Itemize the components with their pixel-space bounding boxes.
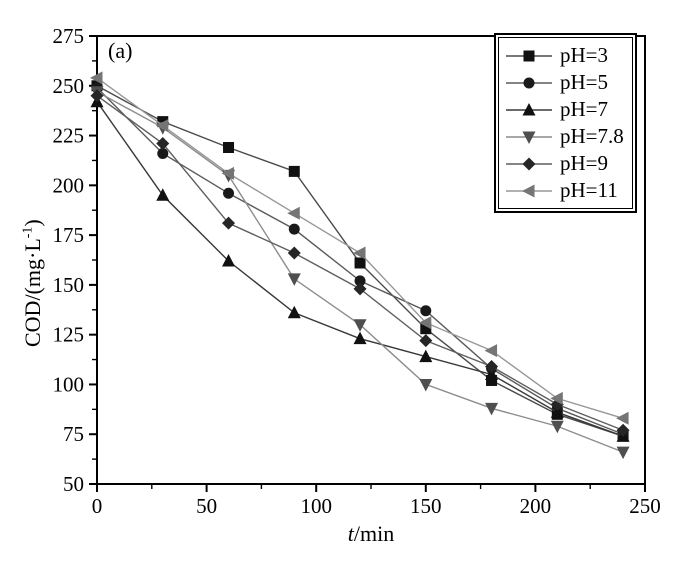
data-point-marker [287, 206, 300, 220]
x-tick-label: 0 [92, 494, 103, 518]
data-point-marker [157, 147, 169, 159]
legend-box: pH=3 pH=5 pH=7 pH=7.8 pH=9 pH=11 [494, 33, 637, 213]
data-point-marker [223, 187, 235, 199]
data-point-marker [522, 184, 535, 197]
y-axis-title-sup: -1 [20, 226, 36, 239]
y-tick-label: 75 [63, 422, 84, 446]
legend-item: pH=7.8 [505, 123, 624, 150]
data-point-marker [486, 374, 498, 386]
y-tick-label: 250 [53, 74, 85, 98]
data-point-marker [156, 137, 170, 151]
legend-item: pH=7 [505, 96, 624, 123]
data-point-marker [522, 102, 536, 115]
y-axis-title: COD/(mg·L-1) [20, 219, 46, 347]
data-point-marker [418, 316, 432, 330]
y-tick-label: 200 [53, 173, 85, 197]
data-point-marker [222, 253, 236, 267]
y-tick-label: 50 [63, 472, 84, 496]
data-point-marker [223, 142, 235, 154]
data-point-marker [419, 334, 433, 348]
legend-marker-icon [506, 77, 552, 88]
data-point-marker [420, 323, 432, 335]
data-point-marker [90, 89, 104, 103]
data-point-marker [353, 319, 367, 332]
series-pH=7 [90, 94, 630, 442]
data-point-marker [288, 165, 300, 177]
x-tick-label: 250 [629, 494, 661, 518]
data-point-marker [353, 331, 367, 345]
x-tick-label: 200 [520, 494, 552, 518]
x-tick-label: 50 [196, 494, 217, 518]
data-point-marker [288, 223, 300, 235]
data-point-marker [221, 166, 235, 180]
panel-label: (a) [108, 38, 133, 63]
legend-marker-icon [506, 184, 552, 197]
data-point-marker [157, 116, 169, 128]
data-point-marker [420, 305, 432, 317]
series-pH=7.8 [90, 86, 630, 460]
y-tick-label: 100 [53, 372, 85, 396]
legend-marker-icon [506, 50, 552, 61]
y-tick-label: 175 [53, 223, 85, 247]
data-point-marker [484, 344, 498, 358]
legend-inner: pH=3 pH=5 pH=7 pH=7.8 pH=9 pH=11 [498, 37, 633, 209]
data-point-marker [550, 391, 563, 405]
data-point-marker [550, 405, 564, 418]
x-axis-title: t/min [0, 521, 677, 547]
data-point-marker [156, 188, 170, 201]
data-point-marker [522, 157, 536, 170]
legend-item: pH=11 [505, 177, 624, 204]
legend-item-label: pH=7 [560, 97, 609, 121]
legend-marker-icon [506, 157, 552, 170]
data-point-marker [616, 411, 629, 425]
y-tick-label: 125 [53, 323, 85, 347]
data-point-marker [353, 246, 366, 260]
x-axis-title-rest: /min [353, 521, 395, 546]
data-point-marker [287, 246, 301, 260]
data-point-marker [550, 420, 564, 434]
legend-marker-icon [506, 131, 552, 144]
data-point-marker [616, 423, 630, 437]
data-point-marker [522, 131, 536, 144]
series-pH=11 [90, 71, 629, 425]
x-axis-title-italic: t [347, 521, 354, 546]
series-pH=9 [90, 89, 630, 437]
legend-item: pH=3 [505, 42, 624, 69]
data-point-marker [485, 402, 499, 416]
data-point-marker [354, 275, 366, 287]
legend-item-label: pH=7.8 [560, 124, 624, 148]
legend-item-label: pH=5 [560, 70, 609, 94]
data-point-marker [222, 216, 236, 230]
legend-item: pH=9 [505, 150, 624, 177]
y-tick-label: 225 [53, 124, 85, 148]
legend-item-label: pH=9 [560, 151, 609, 175]
data-point-marker [354, 257, 366, 269]
legend-item-label: pH=3 [560, 43, 609, 67]
data-point-marker [353, 282, 367, 296]
legend-item-label: pH=11 [560, 178, 618, 202]
data-point-marker [523, 50, 535, 61]
data-point-marker [616, 446, 630, 460]
x-tick-label: 150 [410, 494, 442, 518]
data-point-marker [90, 71, 103, 85]
y-tick-label: 150 [53, 273, 85, 297]
data-point-marker [287, 273, 301, 286]
legend-marker-icon [506, 102, 552, 115]
data-point-marker [287, 305, 301, 319]
data-point-marker [523, 77, 535, 88]
data-point-marker [485, 367, 499, 380]
data-point-marker [419, 349, 433, 363]
plot-frame [96, 35, 646, 485]
data-point-marker [419, 378, 433, 392]
y-tick-label: 275 [53, 24, 85, 48]
x-tick-label: 100 [300, 494, 332, 518]
data-point-marker [485, 360, 499, 374]
y-axis-title-text: COD/(mg·L [20, 238, 45, 347]
legend-item: pH=5 [505, 69, 624, 96]
y-axis-title-suffix: ) [20, 219, 45, 227]
data-point-marker [155, 119, 169, 133]
